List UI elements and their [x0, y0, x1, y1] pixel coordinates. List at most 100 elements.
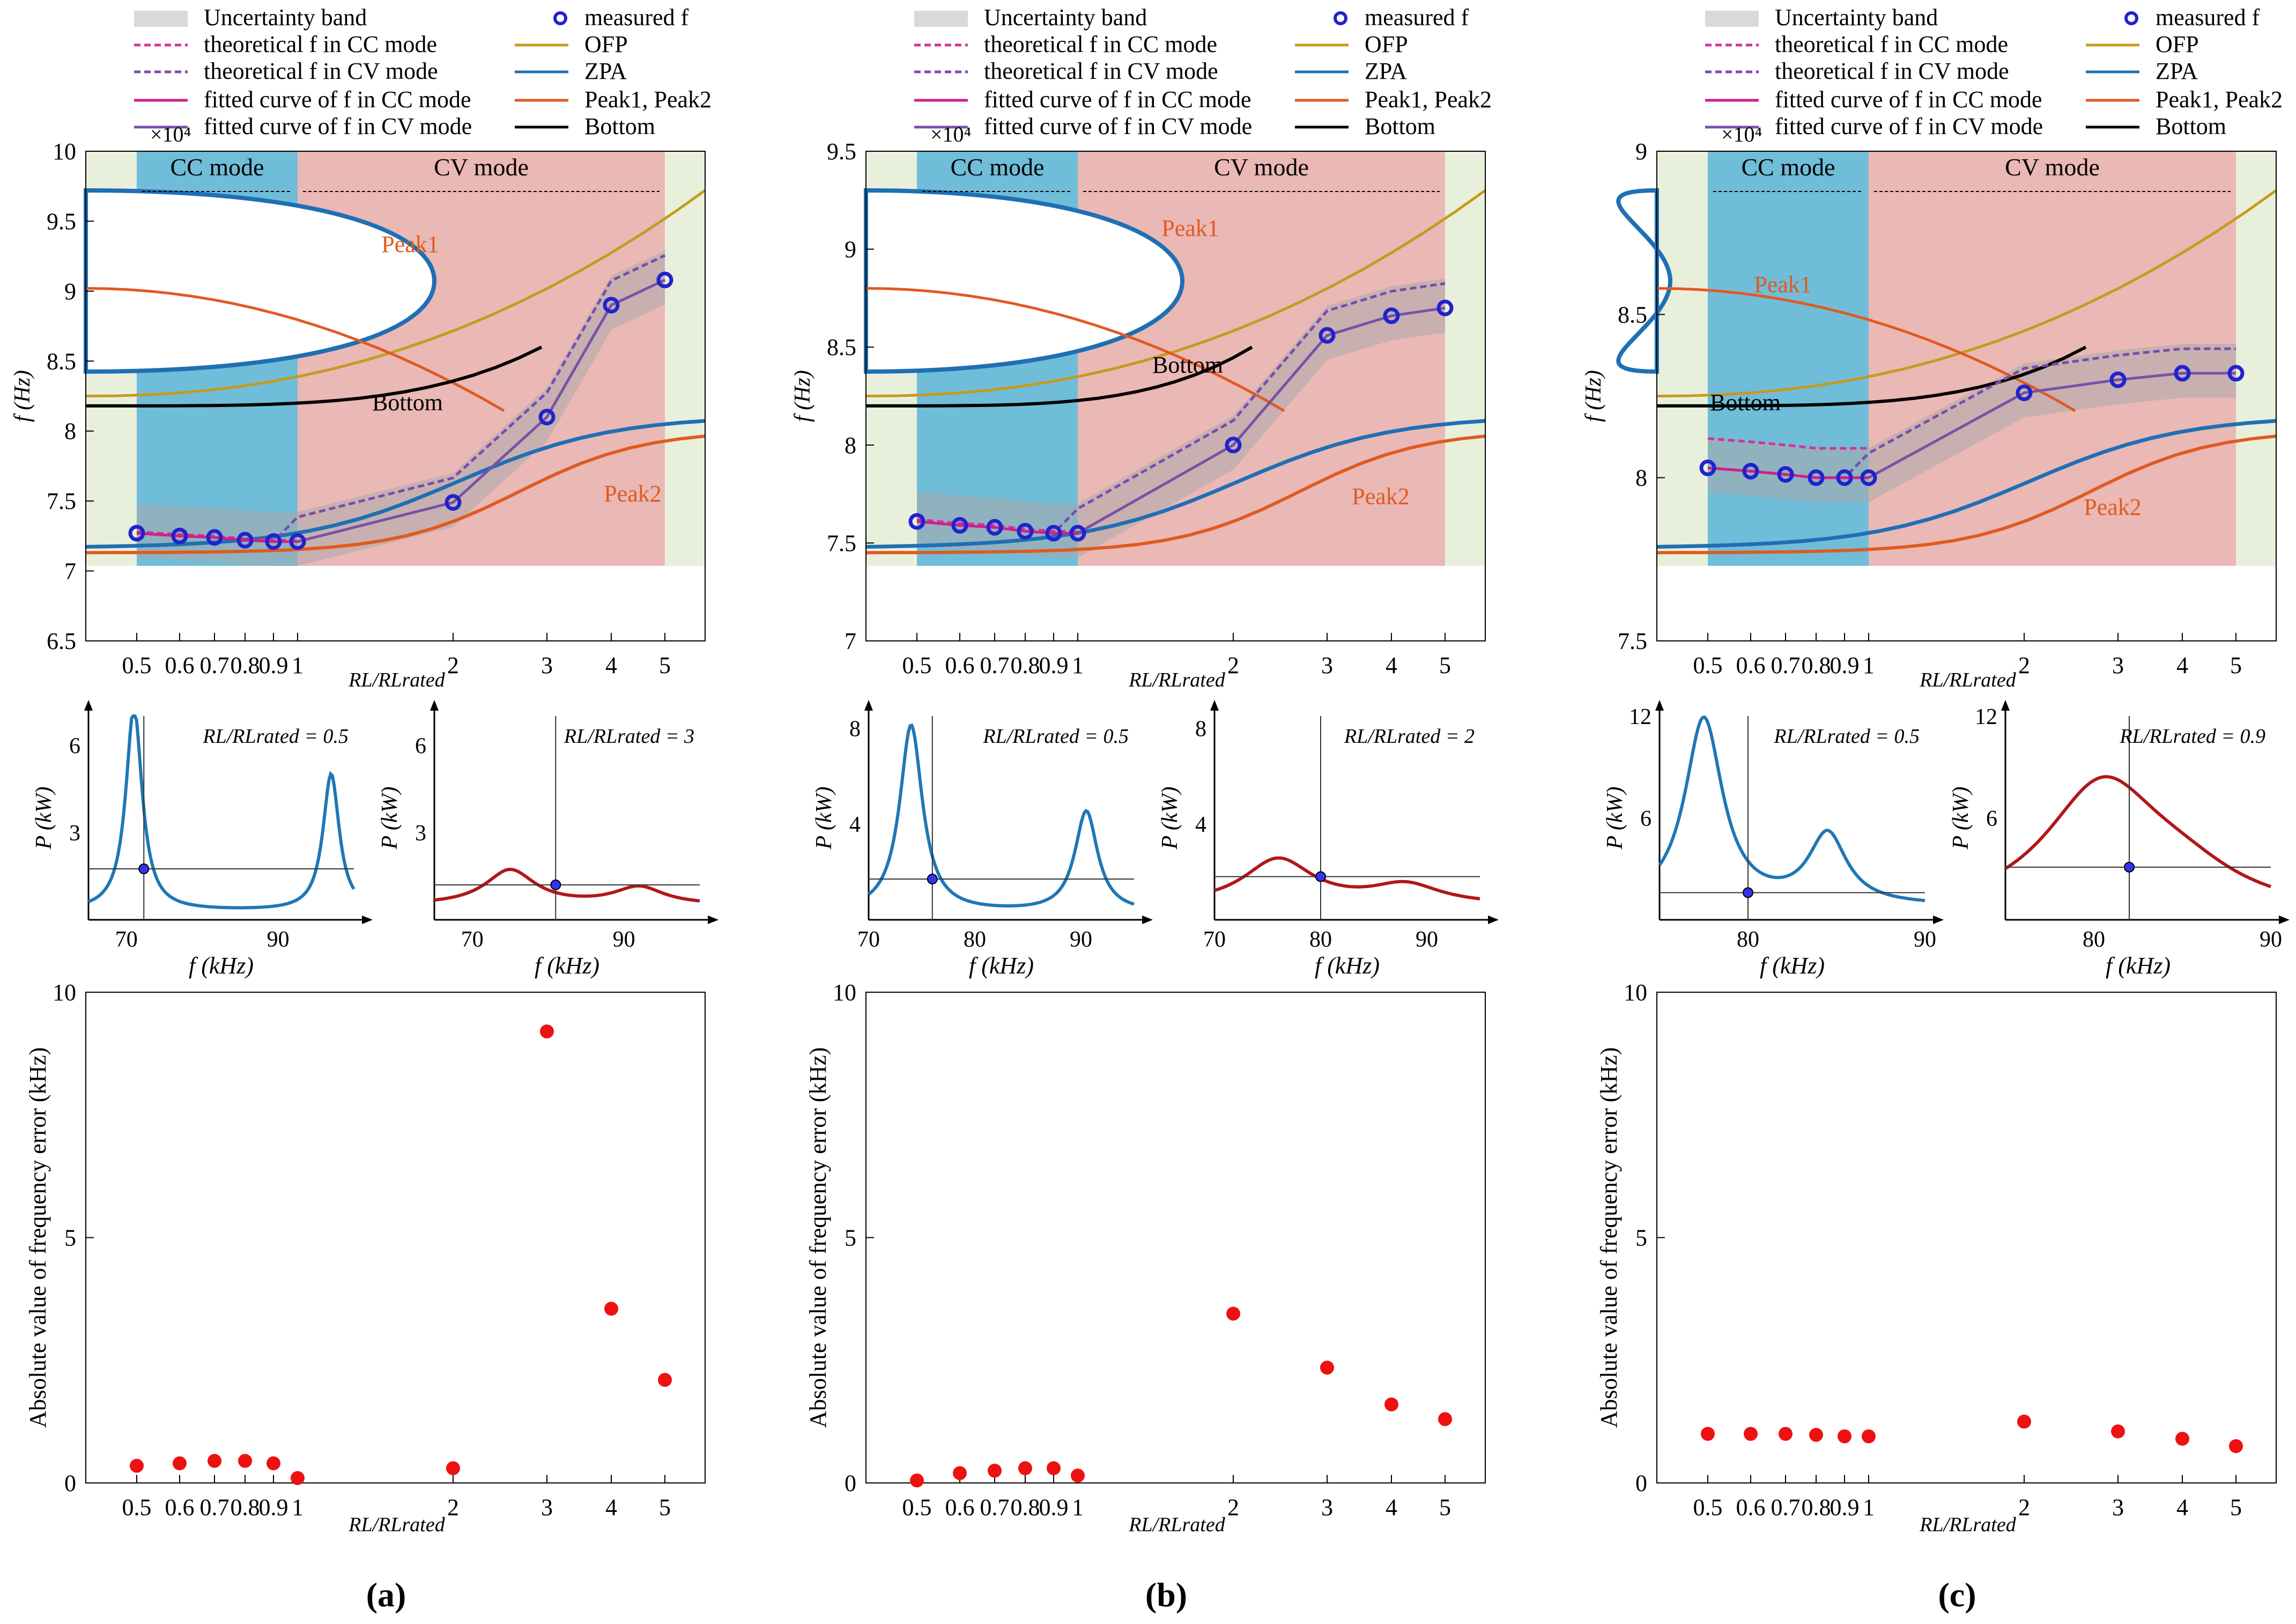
- inset-x-label: f (kHz): [2106, 953, 2171, 979]
- measured-point: [1836, 469, 1853, 486]
- y-tick-label: 7: [845, 628, 856, 654]
- fitted-cv-curve: [1077, 306, 1446, 535]
- peak1-curve: [85, 287, 505, 412]
- y-multiplier: ×10⁴: [930, 122, 972, 146]
- y-tick-label: 8: [845, 432, 856, 459]
- error-x-tick-label: 5: [1439, 1494, 1451, 1520]
- inset-x-label: f (kHz): [969, 953, 1034, 979]
- legend-label: measured f: [584, 4, 689, 31]
- error-y-axis-label: Absolute value of frequency error (kHz): [805, 1047, 831, 1428]
- measured-point: [236, 532, 254, 549]
- inset-x-tick-label: 80: [964, 927, 986, 952]
- inset-x-tick-label: 90: [613, 927, 635, 952]
- main-axes-frame: [865, 151, 1486, 641]
- uncertainty-band: [1708, 344, 2236, 503]
- measured-point: [603, 297, 620, 314]
- y-tick-label: 9.5: [47, 208, 76, 234]
- main-axes-frame: [1656, 151, 2277, 641]
- measured-point: [1319, 327, 1336, 344]
- inset-right: 70 90 3 6 f (kHz) P (kW) RL/RLrated = 3: [377, 700, 719, 979]
- measured-point: [445, 494, 462, 511]
- error-x-tick-label: 3: [2112, 1494, 2124, 1520]
- cc-mode-label: CC mode: [1741, 153, 1835, 181]
- error-axes-frame: [1656, 992, 2277, 1483]
- error-point: [130, 1458, 144, 1473]
- inset-x-tick-label: 90: [1914, 927, 1936, 952]
- measured-point: [1045, 525, 1062, 542]
- zpa-lower-curve: [1656, 419, 2277, 549]
- measured-point: [265, 533, 282, 550]
- legend-label: fitted curve of f in CC mode: [984, 86, 1251, 113]
- measured-point: [656, 271, 673, 289]
- legend-label: measured f: [1365, 4, 1469, 31]
- operating-point: [1743, 887, 1753, 898]
- inset-y-label: P (kW): [812, 787, 836, 850]
- panel-label: (a): [366, 1576, 406, 1614]
- annotation-peak2: Peak2: [1352, 483, 1410, 510]
- measured-point: [1069, 525, 1086, 542]
- main-plot: CC mode CV mode Peak1 Bottom Peak2 7 7.5 8 8.5 9 9…: [790, 122, 1486, 691]
- inset-y-label: P (kW): [1949, 787, 1973, 850]
- x-tick-label: 0.8: [231, 652, 260, 678]
- peak1-curve: [1656, 287, 2076, 412]
- annotation-bottom: Bottom: [1710, 389, 1781, 416]
- legend-label: Bottom: [1365, 113, 1435, 139]
- legend-label: Bottom: [2156, 113, 2226, 139]
- y-multiplier: ×10⁴: [150, 122, 191, 146]
- y-axis-label: f (Hz): [790, 370, 815, 422]
- annotation-bottom: Bottom: [372, 389, 443, 416]
- legend-label: theoretical f in CV mode: [984, 58, 1218, 84]
- measured-point: [1383, 307, 1400, 324]
- inset-title: RL/RLrated = 0.5: [1773, 725, 1920, 748]
- x-tick-label: 1: [1072, 652, 1084, 678]
- operating-point: [927, 874, 938, 884]
- y-tick-label: 9: [64, 278, 76, 305]
- error-x-tick-label: 0.6: [1736, 1494, 1766, 1520]
- inset-right: 70 80 90 4 8 f (kHz) P (kW) RL/RLrated = 2: [1158, 700, 1499, 979]
- measured-point: [2016, 384, 2033, 401]
- legend-label: fitted curve of f in CV mode: [1775, 113, 2043, 139]
- error-x-tick-label: 4: [1386, 1494, 1397, 1520]
- y-tick-label: 8.5: [1618, 301, 1647, 328]
- error-x-tick-label: 1: [1072, 1494, 1084, 1520]
- operating-point: [1315, 871, 1326, 882]
- peak2-curve: [1656, 434, 2277, 555]
- error-point: [1384, 1397, 1398, 1412]
- edge-region-right: [1445, 151, 1485, 566]
- legend-label: ZPA: [2156, 58, 2198, 84]
- legend-label: Uncertainty band: [1775, 4, 1938, 31]
- y-tick-label: 8.5: [47, 348, 76, 374]
- error-point: [208, 1453, 221, 1468]
- error-x-tick-label: 4: [2176, 1494, 2188, 1520]
- error-point: [953, 1466, 967, 1480]
- peak2-curve: [865, 434, 1486, 555]
- inset-x-arrow: [2279, 916, 2290, 924]
- x-tick-label: 2: [447, 652, 459, 678]
- inset-x-tick-label: 90: [1070, 927, 1092, 952]
- zpa-lower-curve: [85, 419, 706, 549]
- error-point: [1438, 1412, 1452, 1427]
- measured-point: [1225, 437, 1242, 454]
- annotation-peak2: Peak2: [604, 481, 662, 507]
- power-curve: [2004, 775, 2271, 888]
- inset-title: RL/RLrated = 2: [1344, 725, 1475, 748]
- legend-swatch-band: [914, 11, 968, 27]
- y-axis-label: f (Hz): [1581, 370, 1606, 422]
- inset-y-arrow: [1210, 700, 1219, 711]
- theoretical-cv-curve: [1707, 347, 2236, 479]
- panel-label: (c): [1938, 1576, 1976, 1614]
- error-x-axis-label: RL/RLrated: [348, 1514, 445, 1536]
- theoretical-cc-curve: [1707, 437, 1869, 450]
- x-tick-label: 0.8: [1011, 652, 1040, 678]
- inset-y-tick-label: 6: [69, 734, 80, 758]
- legend-label: Peak1, Peak2: [2156, 86, 2283, 113]
- error-point: [1838, 1429, 1851, 1444]
- theoretical-cv-curve: [136, 254, 666, 543]
- measured-point: [1742, 462, 1759, 479]
- x-tick-label: 0.6: [1736, 652, 1766, 678]
- inset-y-arrow: [864, 700, 873, 711]
- inset-title: RL/RLrated = 0.5: [202, 725, 349, 748]
- inset-y-arrow: [84, 700, 93, 711]
- x-tick-label: 0.6: [945, 652, 975, 678]
